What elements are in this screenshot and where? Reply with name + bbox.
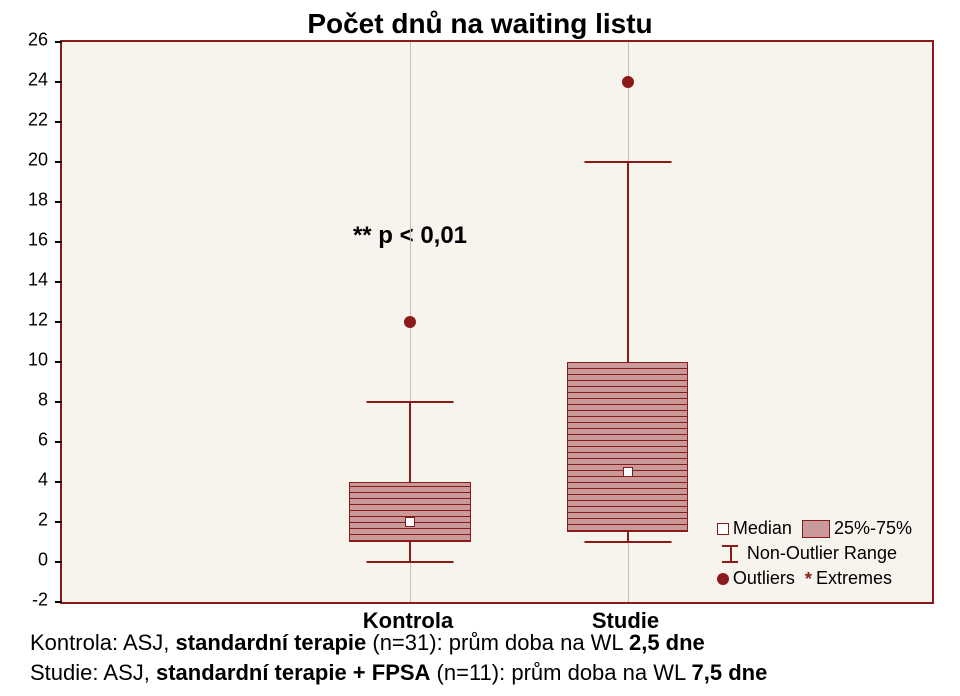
legend-label: Outliers: [733, 568, 795, 588]
y-tick: [55, 361, 62, 363]
y-tick: [55, 281, 62, 283]
whisker-cap: [367, 561, 454, 563]
median-marker: [405, 517, 415, 527]
y-tick: [55, 201, 62, 203]
caption-bold: standardní terapie: [176, 630, 367, 655]
legend-median-icon: [717, 523, 729, 535]
caption-bold: 7,5 dne: [692, 660, 768, 685]
y-tick-label: 24: [28, 70, 48, 91]
y-tick-label: 10: [28, 350, 48, 371]
y-tick: [55, 41, 62, 43]
y-tick-label: 4: [38, 470, 48, 491]
y-tick-label: 2: [38, 510, 48, 531]
y-tick: [55, 121, 62, 123]
legend-label: Non-Outlier Range: [747, 543, 897, 563]
y-tick: [55, 161, 62, 163]
median-marker: [623, 467, 633, 477]
y-tick-label: 12: [28, 310, 48, 331]
y-tick-label: 26: [28, 30, 48, 51]
caption-bold: 2,5 dne: [629, 630, 705, 655]
outlier-point: [404, 316, 416, 328]
y-tick: [55, 241, 62, 243]
y-tick: [55, 321, 62, 323]
legend-box-icon: [802, 520, 830, 538]
box-iqr: [567, 362, 689, 532]
caption-text: Studie: ASJ,: [30, 660, 156, 685]
y-tick: [55, 561, 62, 563]
y-tick: [55, 81, 62, 83]
y-tick: [55, 441, 62, 443]
legend: Median 25%-75%Non-Outlier RangeOutliers …: [717, 518, 912, 590]
y-tick-label: -2: [32, 590, 48, 611]
legend-label: 25%-75%: [834, 518, 912, 538]
y-tick-label: 14: [28, 270, 48, 291]
whisker-line: [409, 542, 411, 562]
caption-line-1: Kontrola: ASJ, standardní terapie (n=31)…: [30, 630, 705, 656]
y-tick-label: 20: [28, 150, 48, 171]
whisker-cap: [584, 541, 671, 543]
caption-text: Kontrola: ASJ,: [30, 630, 176, 655]
whisker-cap: [584, 161, 671, 163]
y-tick: [55, 521, 62, 523]
caption-line-2: Studie: ASJ, standardní terapie + FPSA (…: [30, 660, 767, 686]
plot-area: ** p < 0,01 Median 25%-75%Non-Outlier Ra…: [60, 40, 934, 604]
y-tick-label: 6: [38, 430, 48, 451]
y-tick-label: 0: [38, 550, 48, 571]
whisker-cap: [367, 401, 454, 403]
legend-label: Extremes: [816, 568, 892, 588]
y-tick: [55, 401, 62, 403]
y-tick: [55, 601, 62, 603]
caption-text: (n=11): prům doba na WL: [430, 660, 691, 685]
chart-title: Počet dnů na waiting listu: [0, 8, 960, 40]
legend-extreme-icon: *: [805, 569, 812, 590]
y-tick-label: 16: [28, 230, 48, 251]
y-tick-label: 8: [38, 390, 48, 411]
legend-whisker-icon: [717, 545, 743, 563]
caption-text: (n=31): prům doba na WL: [366, 630, 629, 655]
box-iqr: [349, 482, 471, 542]
legend-label: Median: [733, 518, 792, 538]
outlier-point: [622, 76, 634, 88]
whisker-line: [627, 162, 629, 362]
legend-outlier-icon: [717, 573, 729, 585]
caption-bold: standardní terapie + FPSA: [156, 660, 430, 685]
whisker-line: [409, 402, 411, 482]
page-root: Počet dnů na waiting listu ** p < 0,01 M…: [0, 0, 960, 696]
y-tick-label: 22: [28, 110, 48, 131]
y-tick: [55, 481, 62, 483]
y-tick-label: 18: [28, 190, 48, 211]
